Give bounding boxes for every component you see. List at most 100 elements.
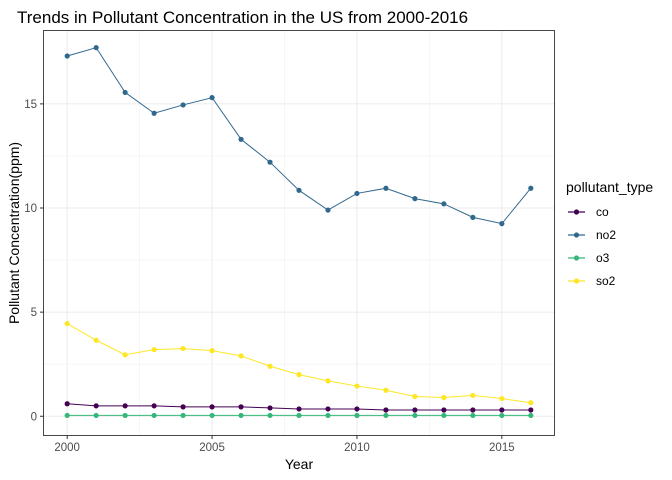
x-tick-label: 2000 [54, 442, 80, 454]
data-point-o3 [122, 412, 128, 419]
data-point-no2 [470, 214, 476, 220]
data-point-so2 [180, 345, 186, 352]
data-point-o3 [238, 412, 244, 419]
data-point-co [64, 401, 70, 407]
data-point-o3 [64, 412, 70, 419]
legend: pollutant_type co no2 o3 so2 [566, 179, 653, 288]
legend-key-point [573, 209, 580, 215]
legend-label: co [596, 205, 609, 219]
x-tick-label: 2010 [344, 442, 370, 454]
data-point-so2 [151, 347, 157, 353]
data-point-o3 [528, 412, 534, 419]
legend-label: o3 [596, 251, 610, 265]
data-point-co [151, 403, 157, 409]
data-point-so2 [93, 337, 99, 343]
data-point-so2 [64, 320, 70, 327]
data-point-no2 [441, 201, 447, 207]
data-point-co [441, 407, 447, 413]
series-points [64, 45, 534, 419]
data-point-so2 [209, 348, 215, 354]
data-point-so2 [122, 352, 128, 358]
data-point-so2 [238, 353, 244, 359]
data-point-no2 [296, 187, 302, 193]
data-point-no2 [412, 196, 418, 202]
legend-label: so2 [596, 274, 616, 288]
data-point-o3 [325, 412, 331, 419]
data-point-o3 [412, 412, 418, 419]
data-point-co [325, 406, 331, 412]
data-point-o3 [267, 412, 273, 419]
data-point-o3 [499, 412, 505, 419]
data-point-o3 [209, 412, 215, 419]
data-point-o3 [180, 412, 186, 419]
data-point-co [354, 406, 360, 412]
legend-key-point [573, 232, 580, 238]
y-tick-label: 15 [24, 99, 37, 111]
chart-title: Trends in Pollutant Concentration in the… [17, 8, 468, 27]
y-axis-title: Pollutant Concentration(ppm) [6, 142, 22, 324]
data-point-no2 [267, 159, 273, 165]
data-point-o3 [354, 412, 360, 419]
data-point-no2 [383, 185, 389, 191]
x-axis-title: Year [285, 456, 314, 472]
data-point-so2 [412, 393, 418, 400]
data-point-no2 [325, 207, 331, 213]
legend-items: co no2 o3 so2 [568, 205, 616, 288]
data-point-so2 [296, 372, 302, 378]
data-point-co [470, 407, 476, 413]
data-point-co [93, 403, 99, 409]
data-point-o3 [383, 412, 389, 419]
data-point-no2 [64, 53, 70, 59]
legend-item-so2: so2 [568, 274, 616, 288]
data-point-o3 [296, 412, 302, 419]
data-point-no2 [209, 95, 215, 101]
data-point-so2 [441, 394, 447, 401]
data-point-o3 [470, 412, 476, 419]
data-point-no2 [354, 190, 360, 197]
data-point-co [267, 405, 273, 411]
legend-item-co: co [568, 205, 609, 219]
data-point-so2 [383, 387, 389, 393]
data-point-no2 [499, 221, 505, 227]
data-point-o3 [93, 412, 99, 419]
data-point-no2 [151, 110, 157, 116]
legend-item-no2: no2 [568, 228, 616, 242]
data-point-no2 [180, 102, 186, 108]
data-point-so2 [528, 400, 534, 406]
y-tick-label: 5 [31, 307, 37, 319]
data-point-no2 [122, 89, 128, 96]
data-point-so2 [354, 383, 360, 389]
data-point-no2 [238, 136, 244, 142]
data-point-so2 [267, 363, 273, 369]
plot-panel [43, 30, 555, 436]
data-point-so2 [499, 395, 505, 402]
data-point-co [412, 407, 418, 413]
y-tick-label: 0 [31, 411, 37, 423]
data-point-so2 [325, 378, 331, 384]
legend-title: pollutant_type [566, 179, 653, 195]
legend-key-point [573, 255, 580, 261]
data-point-no2 [93, 45, 99, 51]
x-axis: 2000 2005 2010 2015 [54, 435, 515, 454]
data-point-co [238, 404, 244, 410]
y-axis: 0 5 10 15 [24, 99, 44, 423]
legend-item-o3: o3 [568, 251, 610, 265]
legend-label: no2 [596, 228, 616, 242]
x-tick-label: 2005 [199, 442, 225, 454]
data-point-no2 [528, 185, 534, 191]
data-point-co [383, 407, 389, 413]
data-point-co [296, 406, 302, 412]
data-point-co [209, 404, 215, 410]
data-point-o3 [151, 412, 157, 419]
data-point-o3 [441, 412, 447, 419]
data-point-co [180, 404, 186, 410]
legend-key-point [573, 278, 580, 284]
x-tick-label: 2015 [489, 442, 515, 454]
y-tick-label: 10 [24, 203, 37, 215]
grid-lines [44, 31, 554, 435]
data-point-so2 [470, 392, 476, 399]
data-point-co [122, 403, 128, 409]
plot-panel-border [43, 30, 555, 436]
